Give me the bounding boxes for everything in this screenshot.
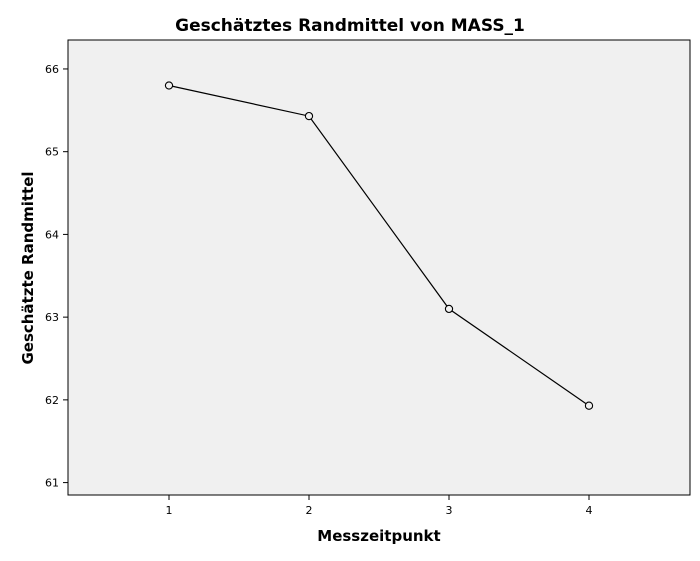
chart-title: Geschätztes Randmittel von MASS_1	[175, 16, 525, 36]
x-axis-ticks: 1 2 3 4	[166, 495, 593, 517]
x-tick-label: 4	[586, 504, 593, 517]
data-point-4	[584, 401, 594, 410]
x-tick-label: 1	[166, 504, 173, 517]
x-tick-label: 3	[446, 504, 453, 517]
data-points	[164, 81, 594, 410]
y-tick-label: 66	[45, 63, 59, 76]
y-tick-label: 65	[45, 146, 59, 159]
x-axis-label: Messzeitpunkt	[317, 527, 440, 545]
y-tick-label: 62	[45, 394, 59, 407]
plot-area	[67, 39, 691, 496]
data-point-2	[304, 111, 314, 121]
y-axis-label: Geschätzte Randmittel	[19, 171, 37, 364]
y-tick-label: 63	[45, 311, 59, 324]
y-tick-label: 61	[45, 477, 59, 490]
y-tick-label: 64	[45, 228, 59, 241]
x-tick-label: 2	[306, 504, 313, 517]
series-line	[168, 84, 590, 407]
data-point-1	[164, 81, 174, 90]
data-point-3	[444, 304, 454, 314]
y-axis-ticks: 61 62 63 64 65 66	[45, 63, 68, 490]
